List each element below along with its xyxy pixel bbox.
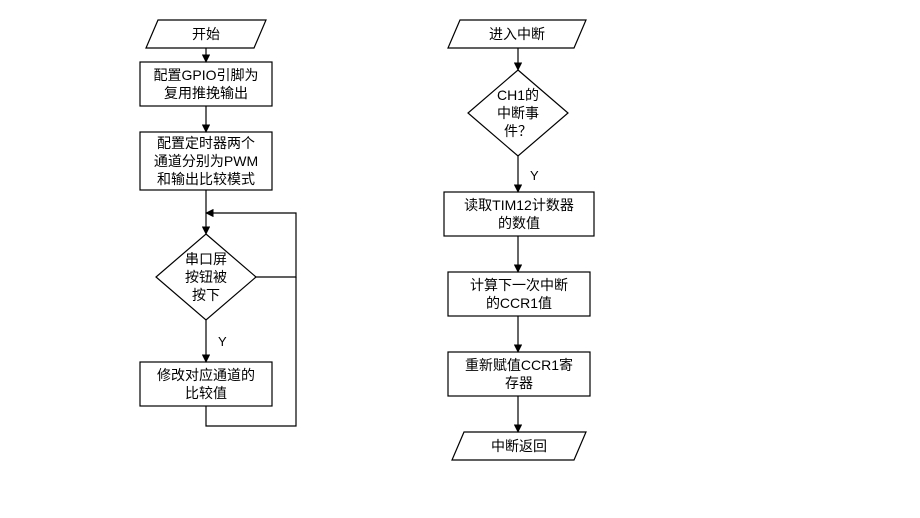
- node-R3: [444, 192, 594, 236]
- node-L3: [140, 132, 272, 190]
- node-L4: [156, 234, 256, 320]
- node-R1: [448, 20, 586, 48]
- node-R2: [468, 70, 568, 156]
- flowchart-container: 开始配置GPIO引脚为复用推挽输出配置定时器两个通道分别为PWM和输出比较模式串…: [0, 0, 920, 518]
- node-L5: [140, 362, 272, 406]
- edge: [206, 277, 296, 426]
- node-L2: [140, 62, 272, 106]
- node-L1: [146, 20, 266, 48]
- edge-label: Y: [530, 168, 539, 183]
- flowchart-svg: [0, 0, 920, 518]
- node-R5: [448, 352, 590, 396]
- node-R4: [448, 272, 590, 316]
- node-R6: [452, 432, 586, 460]
- edge-label: Y: [218, 334, 227, 349]
